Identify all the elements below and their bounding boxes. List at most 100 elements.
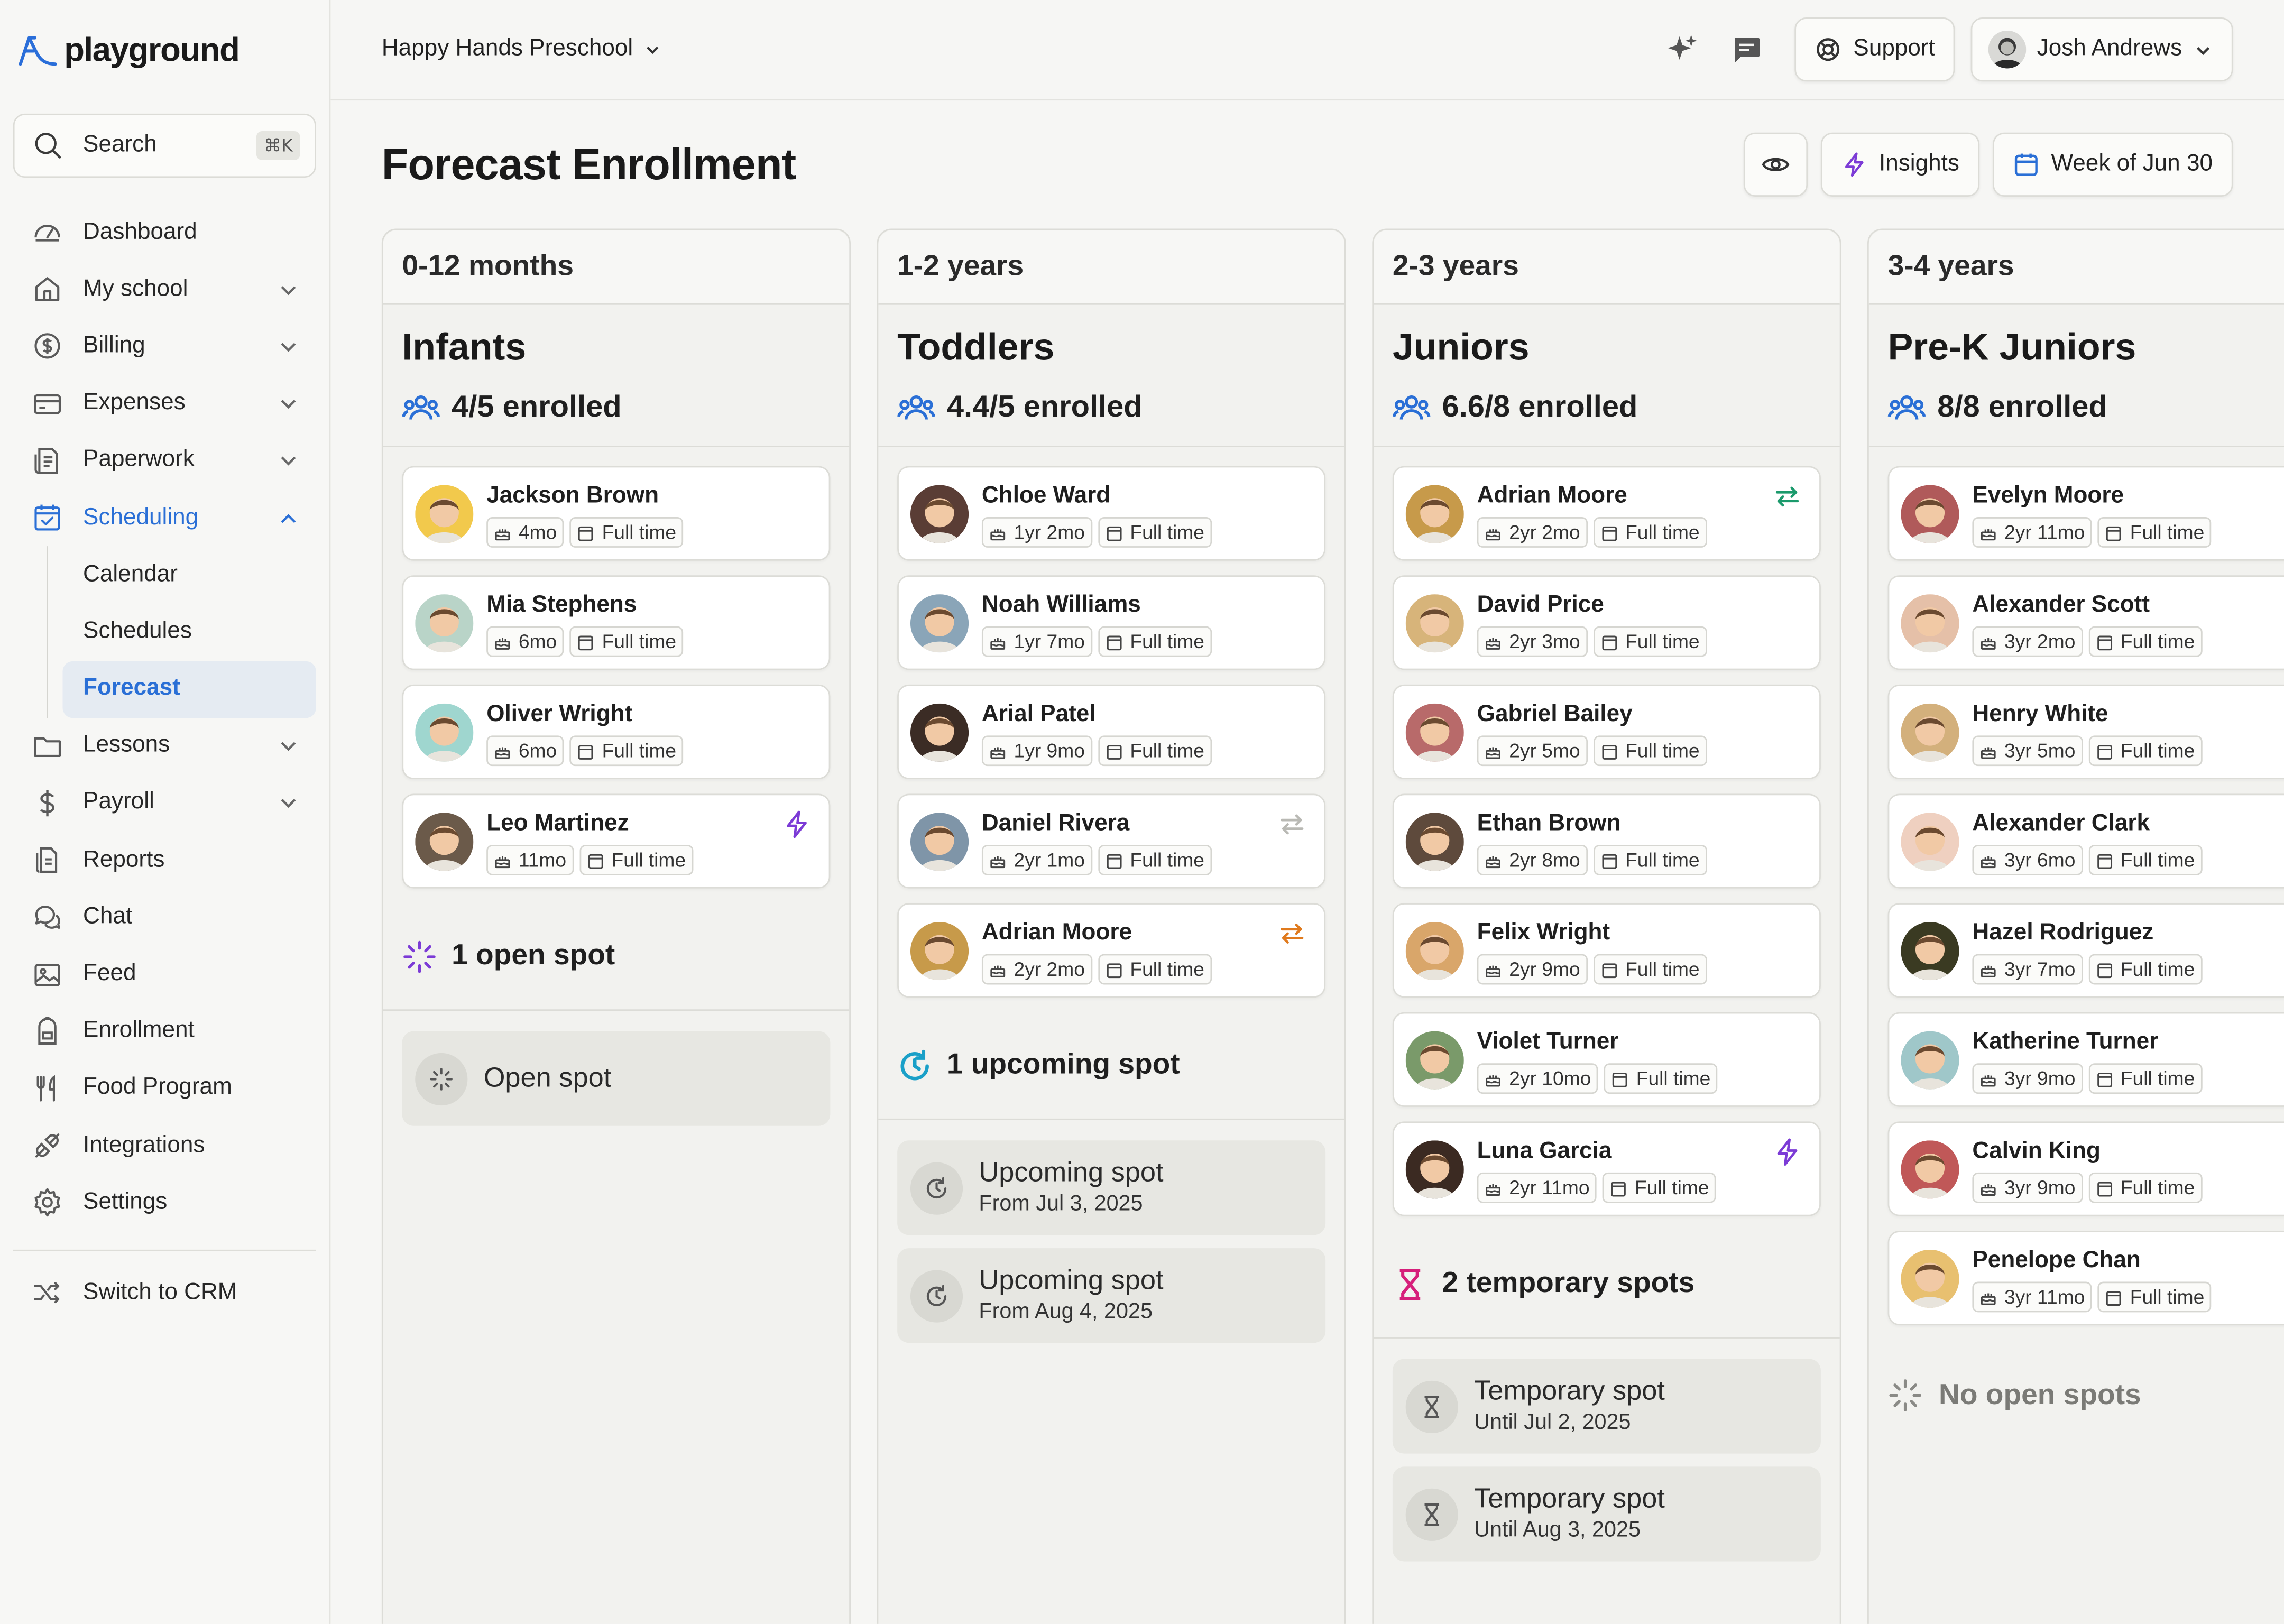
sidebar-item-enrollment[interactable]: Enrollment <box>13 1003 316 1060</box>
child-card[interactable]: Leo Martinez 11mo Full time <box>402 793 831 889</box>
cake-icon <box>494 633 511 650</box>
spot-icon-badge <box>1405 1488 1458 1540</box>
age-tag: 3yr 9mo <box>1972 1172 2083 1203</box>
sidebar-item-reports[interactable]: Reports <box>13 832 316 889</box>
spot-list: Upcoming spot From Jul 3, 2025 Upcoming sp… <box>878 1120 1344 1343</box>
child-age: 1yr 9mo <box>1014 740 1085 762</box>
switch-crm-button[interactable]: Switch to CRM <box>13 1265 316 1322</box>
child-card[interactable]: Alexander Scott 3yr 2mo Full time <box>1887 575 2284 670</box>
schedule-tag: Full time <box>1604 1063 1718 1094</box>
child-card[interactable]: Katherine Turner 3yr 9mo Full time <box>1887 1012 2284 1107</box>
open-spot[interactable]: Open spot <box>402 1031 831 1126</box>
child-tags: 2yr 11mo Full time <box>1972 517 2217 548</box>
sidebar-item-forecast[interactable]: Forecast <box>62 660 316 718</box>
child-card[interactable]: Daniel Rivera 2yr 1mo Full time <box>897 793 1326 889</box>
child-card[interactable]: Penelope Chan 3yr 11mo Full time <box>1887 1231 2284 1326</box>
enrolled-label: 8/8 enrolled <box>1937 390 2107 424</box>
sidebar-item-billing[interactable]: Billing <box>13 318 316 375</box>
child-schedule: Full time <box>602 740 677 762</box>
user-menu-button[interactable]: Josh Andrews <box>1971 17 2233 82</box>
child-name: Leo Martinez <box>486 811 629 836</box>
temporary-spot[interactable]: Temporary spot Until Aug 3, 2025 <box>1392 1466 1821 1562</box>
child-card[interactable]: Chloe Ward 1yr 2mo Full time <box>897 466 1326 561</box>
insights-button[interactable]: Insights <box>1820 132 1980 197</box>
sidebar-item-payroll[interactable]: Payroll <box>13 774 316 832</box>
room-age-range: 2-3 years <box>1374 230 1840 304</box>
support-button[interactable]: Support <box>1795 17 1956 82</box>
week-picker-button[interactable]: Week of Jun 30 <box>1993 132 2233 197</box>
cake-icon <box>1484 851 1502 869</box>
brand-logo[interactable]: playground <box>13 0 316 99</box>
sidebar-item-paperwork[interactable]: Paperwork <box>13 432 316 490</box>
sidebar-item-my-school[interactable]: My school <box>13 261 316 318</box>
child-card[interactable]: Oliver Wright 6mo Full time <box>402 684 831 779</box>
transfer-icon[interactable] <box>1773 482 1802 511</box>
age-tag: 3yr 6mo <box>1972 844 2083 875</box>
child-card[interactable]: Felix Wright 2yr 9mo Full time <box>1392 903 1821 998</box>
dollar-icon <box>32 788 63 818</box>
temporary-spot[interactable]: Temporary spot Until Jul 2, 2025 <box>1392 1359 1821 1454</box>
age-tag: 3yr 11mo <box>1972 1281 2093 1313</box>
sidebar-item-calendar[interactable]: Calendar <box>62 547 316 604</box>
child-card[interactable]: Evelyn Moore 2yr 11mo Full time <box>1887 466 2284 561</box>
child-card[interactable]: Jackson Brown 4mo Full time <box>402 466 831 561</box>
child-name: Luna Garcia <box>1477 1139 1612 1164</box>
child-card[interactable]: Gabriel Bailey 2yr 5mo Full time <box>1392 684 1821 779</box>
message-icon[interactable] <box>1729 32 1764 67</box>
upcoming-spot[interactable]: Upcoming spot From Aug 4, 2025 <box>897 1248 1326 1343</box>
child-card[interactable]: Adrian Moore 2yr 2mo Full time <box>897 903 1326 998</box>
sidebar-item-dashboard[interactable]: Dashboard <box>13 204 316 261</box>
spot-date: From Aug 4, 2025 <box>979 1299 1153 1324</box>
child-name: Henry White <box>1972 702 2108 727</box>
sidebar-item-label: Expenses <box>83 390 186 416</box>
calendar-icon <box>1106 742 1123 760</box>
child-card[interactable]: Calvin King 3yr 9mo Full time <box>1887 1121 2284 1216</box>
upcoming-spot[interactable]: Upcoming spot From Jul 3, 2025 <box>897 1140 1326 1235</box>
transfer-icon[interactable] <box>1277 810 1306 839</box>
sidebar-item-food-program[interactable]: Food Program <box>13 1060 316 1117</box>
child-card[interactable]: Luna Garcia 2yr 11mo Full time <box>1392 1121 1821 1216</box>
sparkle-icon[interactable] <box>1665 32 1700 67</box>
child-card[interactable]: Adrian Moore 2yr 2mo Full time <box>1392 466 1821 561</box>
transfer-icon[interactable] <box>1277 919 1306 948</box>
child-info: Violet Turner 2yr 10mo Full time <box>1477 1028 1724 1094</box>
sidebar-item-feed[interactable]: Feed <box>13 946 316 1003</box>
child-name: Noah Williams <box>981 593 1141 618</box>
enrollment-count: 6.6/8 enrolled <box>1392 390 1821 425</box>
child-card[interactable]: Hazel Rodriguez 3yr 7mo Full time <box>1887 903 2284 998</box>
child-card[interactable]: Noah Williams 1yr 7mo Full time <box>897 575 1326 670</box>
org-switcher[interactable]: Happy Hands Preschool <box>382 36 661 63</box>
search-input[interactable]: Search ⌘K <box>13 113 316 178</box>
child-age: 3yr 5mo <box>2004 740 2076 762</box>
child-schedule: Full time <box>1636 1067 1711 1090</box>
child-name: Hazel Rodriguez <box>1972 920 2154 946</box>
child-card[interactable]: Henry White 3yr 5mo Full time <box>1887 684 2284 779</box>
child-tags: 2yr 10mo Full time <box>1477 1063 1724 1094</box>
child-card[interactable]: David Price 2yr 3mo Full time <box>1392 575 1821 670</box>
spot-text: Upcoming spot From Aug 4, 2025 <box>979 1266 1163 1325</box>
child-card[interactable]: Arial Patel 1yr 9mo Full time <box>897 684 1326 779</box>
child-name: David Price <box>1477 593 1604 618</box>
sidebar-item-integrations[interactable]: Integrations <box>13 1117 316 1174</box>
schedule-tag: Full time <box>1098 735 1212 767</box>
visibility-button[interactable] <box>1743 132 1808 197</box>
sidebar-item-settings[interactable]: Settings <box>13 1174 316 1231</box>
bolt-icon[interactable] <box>782 810 811 839</box>
spot-icon-badge <box>1405 1380 1458 1433</box>
child-card[interactable]: Ethan Brown 2yr 8mo Full time <box>1392 793 1821 889</box>
bolt-icon[interactable] <box>1773 1138 1802 1167</box>
calendar-icon <box>2096 1070 2113 1087</box>
chevron-down-icon <box>278 336 299 357</box>
sidebar-item-expenses[interactable]: Expenses <box>13 375 316 432</box>
child-age: 2yr 1mo <box>1014 849 1085 871</box>
sidebar-item-lessons[interactable]: Lessons <box>13 717 316 774</box>
child-card[interactable]: Alexander Clark 3yr 6mo Full time <box>1887 793 2284 889</box>
sidebar-item-schedules[interactable]: Schedules <box>62 603 316 660</box>
sidebar-item-scheduling[interactable]: Scheduling <box>13 490 316 547</box>
child-age: 2yr 11mo <box>2004 521 2085 543</box>
sidebar-item-chat[interactable]: Chat <box>13 889 316 946</box>
child-info: Chloe Ward 1yr 2mo Full time <box>981 482 1218 548</box>
child-card[interactable]: Violet Turner 2yr 10mo Full time <box>1392 1012 1821 1107</box>
chevron-down-icon <box>278 393 299 414</box>
child-card[interactable]: Mia Stephens 6mo Full time <box>402 575 831 670</box>
